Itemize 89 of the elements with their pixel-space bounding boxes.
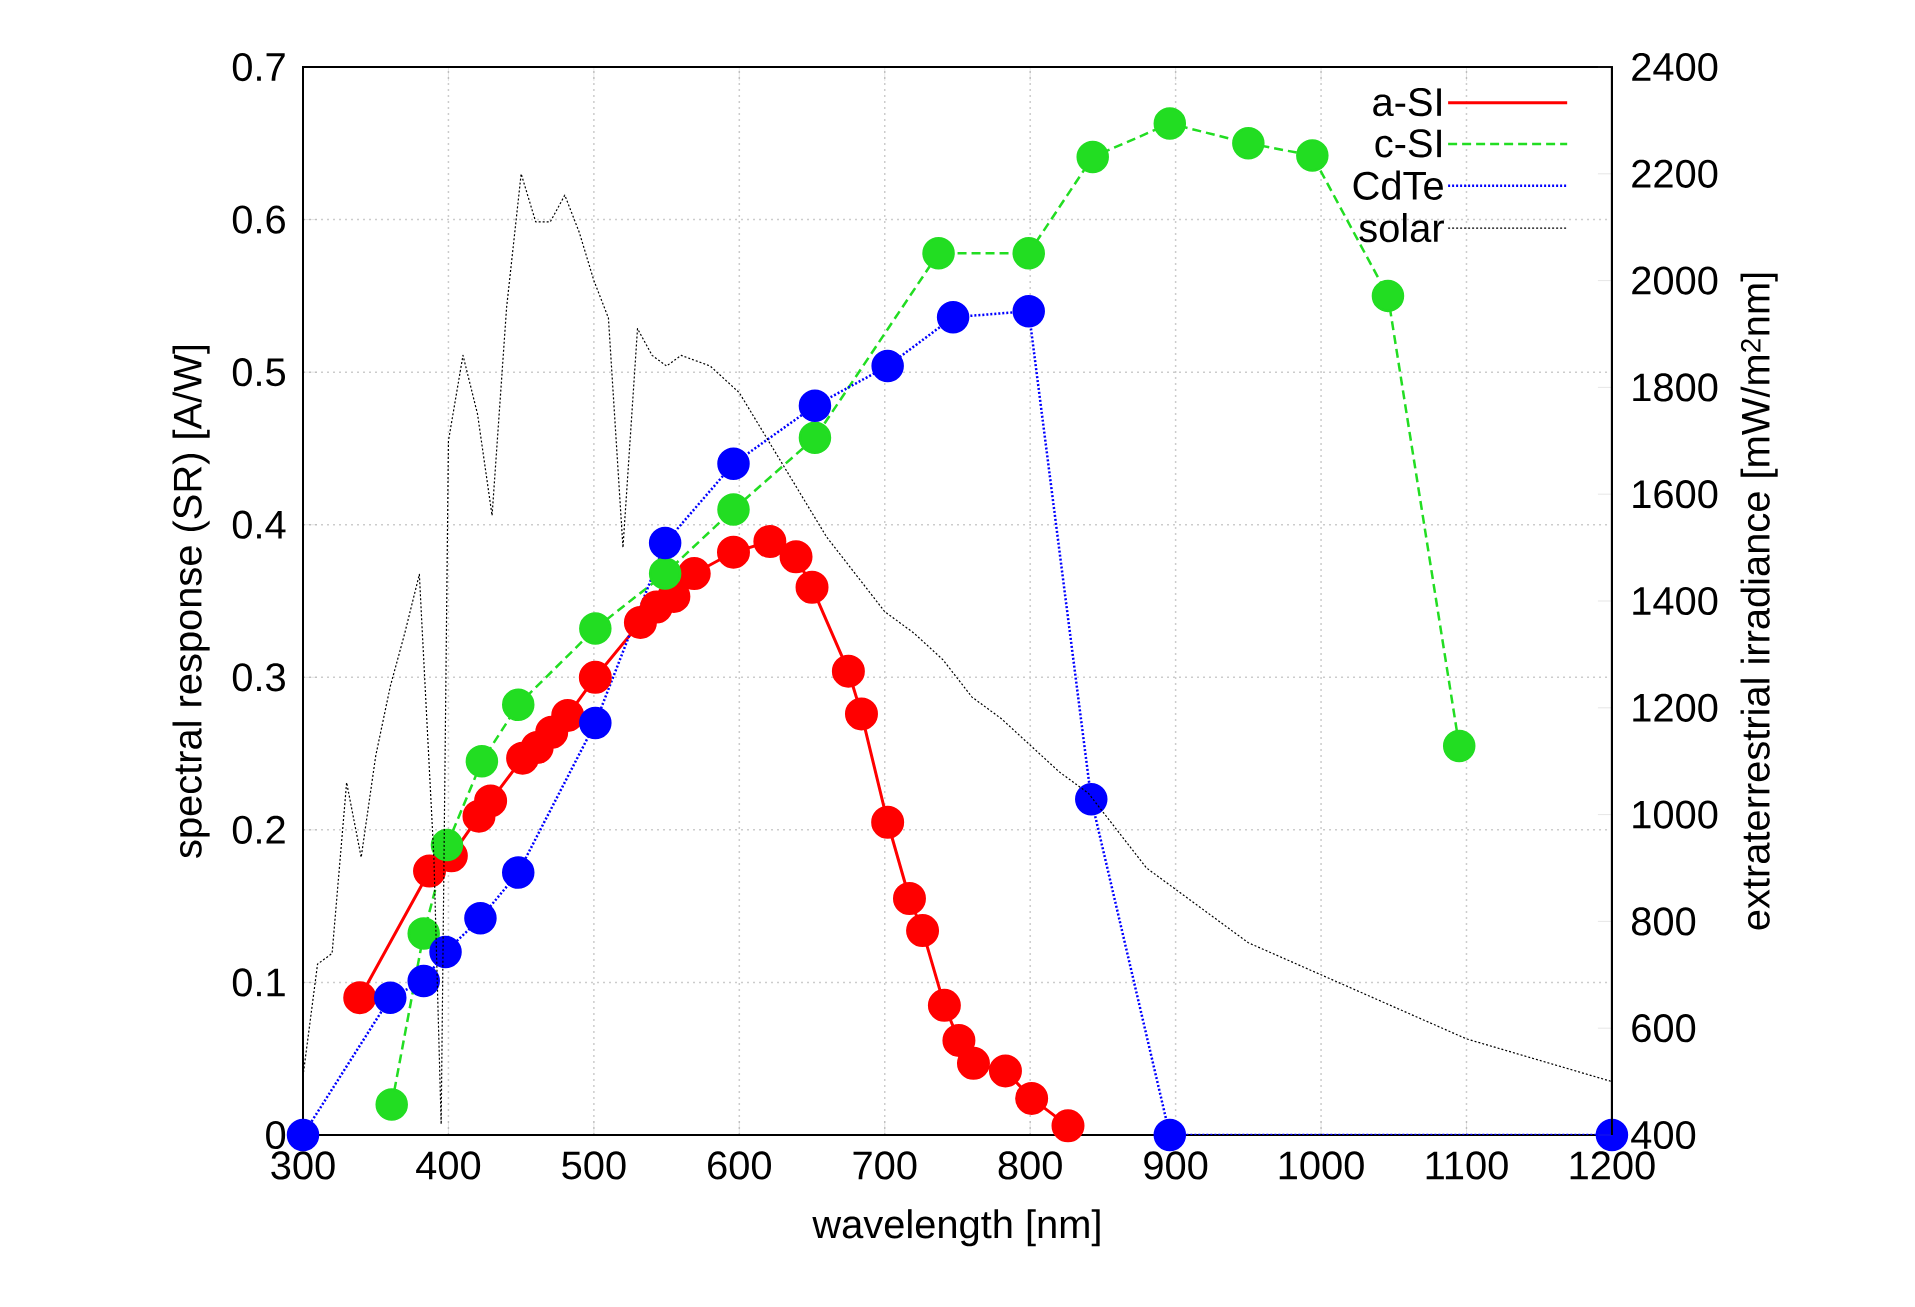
y2-tick-label: 1400 [1633, 586, 1718, 616]
point [407, 917, 440, 950]
point [753, 525, 787, 559]
point [407, 964, 440, 998]
y2-tick-label: 1800 [1633, 373, 1718, 402]
legend-label: c-SI [1375, 129, 1441, 158]
point [795, 570, 829, 604]
y2-tick-label: 2200 [1632, 159, 1718, 188]
x-tick-label: 500 [562, 1151, 626, 1180]
point [429, 935, 462, 969]
y2-tick-label: 400 [1631, 1120, 1696, 1150]
point [936, 300, 970, 334]
x-tick-label: 400 [416, 1151, 481, 1180]
point [579, 706, 612, 740]
point [474, 784, 508, 818]
point [1015, 1081, 1049, 1115]
point [374, 981, 407, 1014]
point [551, 698, 585, 732]
point [717, 447, 750, 480]
point [1153, 1118, 1187, 1152]
x-tick-label: 600 [708, 1151, 771, 1180]
point [1012, 294, 1045, 328]
point [430, 828, 464, 862]
legend-label: a-SI [1373, 88, 1441, 117]
y2-tick-label: 2000 [1632, 266, 1718, 295]
point [956, 1046, 990, 1080]
point [1051, 1109, 1085, 1143]
y-tick-label: 0.3 [232, 663, 285, 692]
point [343, 981, 377, 1015]
y2-tick-label: 1600 [1633, 480, 1718, 509]
y-tick-label: 0.5 [232, 358, 285, 387]
point [798, 389, 832, 422]
y-tick-label: 0 [266, 1120, 286, 1150]
point [464, 902, 497, 935]
point [1076, 140, 1109, 174]
point [375, 1088, 408, 1121]
point [1371, 279, 1405, 313]
x-tick-label: 1200 [1570, 1151, 1655, 1180]
point [1442, 729, 1476, 763]
point [1232, 127, 1265, 160]
point [502, 688, 535, 722]
point [942, 1023, 976, 1057]
y2-axis-title: extraterrestrial irradiance [mW/m$^{2}$nm] [1740, 273, 1778, 930]
point [677, 557, 711, 591]
point [1296, 139, 1329, 172]
point [892, 882, 926, 916]
x-tick-label: 700 [853, 1151, 917, 1180]
y2-tick-label: 1000 [1633, 800, 1718, 829]
point [648, 526, 682, 560]
point [871, 805, 905, 839]
legend-label: solar [1359, 212, 1444, 243]
y-axis-title: spectral response (SR) [A/W] [172, 345, 210, 858]
x-axis-title: wavelength [nm] [812, 1209, 1100, 1247]
point [717, 493, 750, 526]
point [1153, 107, 1187, 140]
point [906, 914, 940, 948]
y-tick-label: 0.6 [232, 205, 285, 234]
point [922, 236, 955, 270]
x-tick-label: 300 [271, 1151, 335, 1180]
y2-tick-label: 1200 [1633, 693, 1718, 722]
point [844, 697, 878, 731]
point [578, 660, 612, 694]
point [648, 557, 682, 590]
point [465, 744, 499, 778]
point [871, 349, 904, 383]
point [579, 612, 612, 645]
x-tick-label: 1100 [1426, 1151, 1508, 1180]
y-tick-label: 0.7 [232, 52, 285, 82]
y-tick-label: 0.2 [232, 815, 285, 844]
point [798, 421, 832, 455]
point [716, 535, 750, 569]
y-tick-label: 0.1 [232, 968, 285, 997]
point [779, 540, 813, 574]
point [286, 1118, 320, 1152]
point [927, 988, 961, 1022]
y2-tick-label: 800 [1631, 907, 1696, 936]
point [1012, 236, 1045, 270]
point [1595, 1118, 1629, 1152]
legend-label: CdTe [1353, 170, 1443, 200]
x-tick-label: 800 [998, 1151, 1062, 1180]
x-tick-label: 1000 [1279, 1151, 1364, 1180]
point [502, 856, 535, 889]
point [988, 1054, 1022, 1088]
y2-tick-label: 2400 [1632, 52, 1718, 82]
y-tick-label: 0.4 [232, 510, 286, 539]
point [831, 654, 865, 688]
point [1075, 783, 1108, 816]
y2-tick-label: 600 [1632, 1014, 1696, 1043]
x-tick-label: 900 [1144, 1151, 1208, 1180]
